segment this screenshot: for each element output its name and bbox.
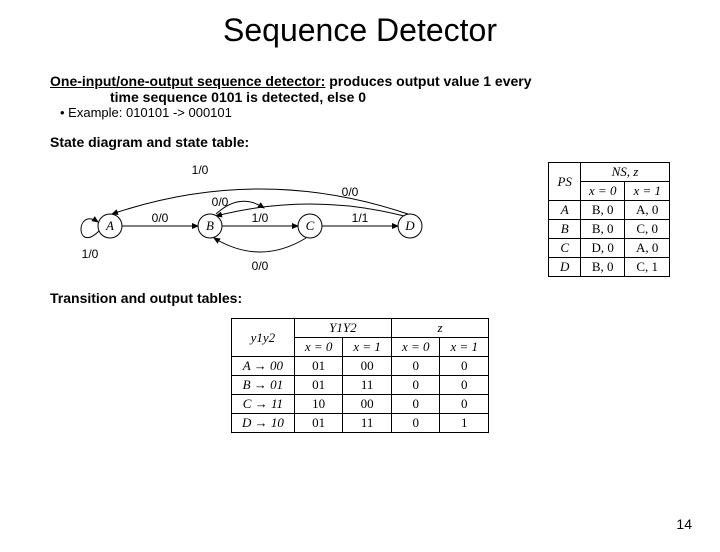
table-cell: B, 0 — [580, 258, 625, 277]
svg-text:1/0: 1/0 — [192, 163, 209, 177]
table-cell: A — [549, 201, 580, 220]
table-cell: 0 — [391, 376, 440, 395]
svg-text:0/0: 0/0 — [342, 185, 359, 199]
table-cell: B, 0 — [580, 220, 625, 239]
table-cell: 00 — [343, 357, 392, 376]
svg-text:1/0: 1/0 — [252, 211, 269, 225]
svg-text:C: C — [306, 218, 315, 233]
state-table-x1-header: x = 1 — [625, 182, 670, 201]
tran-table-y1y2-header: y1y2 — [231, 319, 294, 357]
page-title: Sequence Detector — [0, 12, 720, 49]
table-cell: 0 — [440, 357, 489, 376]
table-cell: D, 0 — [580, 239, 625, 258]
table-cell: 0 — [391, 414, 440, 433]
svg-text:0/0: 0/0 — [152, 211, 169, 225]
page-number: 14 — [676, 516, 692, 532]
table-cell: B — [549, 220, 580, 239]
table-cell: B, 0 — [580, 201, 625, 220]
state-table-x0-header: x = 0 — [580, 182, 625, 201]
svg-text:B: B — [206, 218, 214, 233]
table-cell: 01 — [294, 414, 343, 433]
tran-table-z-header: z — [391, 319, 488, 338]
transition-section-heading: Transition and output tables: — [50, 290, 670, 306]
svg-text:1/1: 1/1 — [352, 211, 369, 225]
table-cell: A, 0 — [625, 201, 670, 220]
table-row: DB, 0C, 1 — [549, 258, 670, 277]
intro-underline: One-input/one-output sequence detector: — [50, 73, 325, 89]
table-row: B → 01011100 — [231, 376, 488, 395]
table-cell: 0 — [440, 376, 489, 395]
table-cell: 01 — [294, 376, 343, 395]
tran-table-x1-header-2: x = 1 — [440, 338, 489, 357]
table-row: C → 11100000 — [231, 395, 488, 414]
table-row: CD, 0A, 0 — [549, 239, 670, 258]
table-row: A → 00010000 — [231, 357, 488, 376]
table-row: AB, 0A, 0 — [549, 201, 670, 220]
state-diagram-area: ABCD 0/01/01/11/00/01/00/00/0 PS NS, z x… — [50, 156, 670, 276]
intro-text: One-input/one-output sequence detector: … — [50, 73, 670, 105]
state-section-heading: State diagram and state table: — [50, 134, 670, 150]
example-bullet: • Example: 010101 -> 000101 — [60, 105, 720, 120]
table-cell: C → 11 — [231, 395, 294, 414]
state-table-ns-header: NS, z — [580, 163, 669, 182]
table-cell: A, 0 — [625, 239, 670, 258]
tran-table-x0-header-2: x = 0 — [391, 338, 440, 357]
table-cell: C, 0 — [625, 220, 670, 239]
table-cell: 01 — [294, 357, 343, 376]
svg-text:0/0: 0/0 — [212, 195, 229, 209]
table-cell: 11 — [343, 376, 392, 395]
transition-table: y1y2 Y1Y2 z x = 0 x = 1 x = 0 x = 1 A → … — [231, 318, 489, 433]
table-cell: 00 — [343, 395, 392, 414]
table-cell: D — [549, 258, 580, 277]
table-cell: A → 00 — [231, 357, 294, 376]
intro-rest1: produces output value 1 every — [325, 73, 531, 89]
table-cell: D → 10 — [231, 414, 294, 433]
intro-line2: time sequence 0101 is detected, else 0 — [110, 89, 366, 105]
table-cell: 0 — [391, 357, 440, 376]
tran-table-x1-header-1: x = 1 — [343, 338, 392, 357]
transition-table-wrap: y1y2 Y1Y2 z x = 0 x = 1 x = 0 x = 1 A → … — [170, 318, 550, 433]
table-cell: C, 1 — [625, 258, 670, 277]
table-cell: C — [549, 239, 580, 258]
table-cell: 11 — [343, 414, 392, 433]
table-cell: 0 — [440, 395, 489, 414]
svg-text:D: D — [404, 218, 415, 233]
svg-text:0/0: 0/0 — [252, 259, 269, 273]
tran-table-Y-header: Y1Y2 — [294, 319, 391, 338]
table-cell: 1 — [440, 414, 489, 433]
table-cell: 0 — [391, 395, 440, 414]
table-row: BB, 0C, 0 — [549, 220, 670, 239]
state-table: PS NS, z x = 0 x = 1 AB, 0A, 0BB, 0C, 0C… — [548, 162, 670, 277]
table-cell: B → 01 — [231, 376, 294, 395]
state-diagram-svg: A B C D 0/0 1/0 1/1 1/0 0/0 1/0 0/0 0/0 — [50, 156, 470, 276]
table-cell: 10 — [294, 395, 343, 414]
svg-text:A: A — [105, 218, 114, 233]
state-table-ps-header: PS — [549, 163, 580, 201]
table-row: D → 10011101 — [231, 414, 488, 433]
svg-text:1/0: 1/0 — [82, 247, 99, 261]
tran-table-x0-header-1: x = 0 — [294, 338, 343, 357]
